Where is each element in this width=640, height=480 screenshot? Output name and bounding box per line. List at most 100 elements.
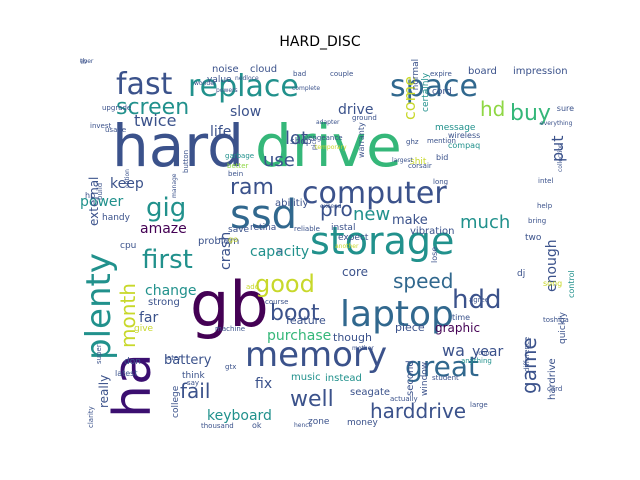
cloud-word: ill (277, 248, 283, 256)
cloud-word: external (87, 177, 101, 226)
cloud-word: dj (517, 269, 525, 279)
cloud-word: card (547, 385, 562, 393)
cloud-word: make (392, 213, 428, 228)
chart-title: HARD_DISC (279, 34, 361, 50)
cloud-word: storage (310, 219, 454, 263)
cloud-word: corsair (408, 162, 432, 170)
cloud-word: intel (538, 177, 553, 185)
cloud-background (80, 58, 576, 430)
cloud-word: hdd (452, 285, 502, 315)
cloud-word: ok (252, 421, 262, 430)
cloud-word: game (517, 337, 541, 394)
cloud-word: student (432, 374, 459, 382)
cloud-word: slow (230, 104, 261, 120)
cloud-word: largest (392, 157, 413, 164)
cloud-word: garbage (225, 152, 254, 160)
cloud-word: music (291, 372, 321, 383)
cloud-word: everything (540, 120, 573, 127)
cloud-word: good (255, 270, 315, 298)
cloud-word: manage (171, 173, 178, 198)
cloud-word: hardrive (547, 358, 558, 400)
cloud-word: bein (228, 170, 243, 178)
cloud-word: think (182, 371, 205, 381)
cloud-word: battery (164, 353, 212, 368)
cloud-word: new (353, 204, 390, 225)
cloud-word: super (95, 344, 103, 364)
cloud-word: wonder (194, 80, 217, 87)
cloud-word: lot (285, 128, 308, 149)
cloud-word: hence (294, 422, 313, 429)
cloud-word: crash (218, 232, 234, 270)
cloud-word: complete (292, 85, 320, 92)
cloud-word: use (263, 150, 295, 171)
cloud-word: drive (255, 112, 402, 180)
cloud-word: college (171, 385, 181, 418)
cloud-word: don (124, 357, 141, 367)
cloud-word: adapter (316, 119, 340, 126)
cloud-word: collection (557, 143, 564, 172)
cloud-word: hard (112, 112, 244, 180)
cloud-word: couple (330, 70, 353, 78)
cloud-word: gig (146, 193, 186, 223)
cloud-word: compaq (448, 141, 480, 150)
cloud-word: instead (325, 373, 362, 384)
cloud-word: piece (395, 321, 425, 334)
cloud-word: vibration (410, 226, 454, 237)
cloud-word: life (210, 124, 231, 140)
cloud-word: course (265, 298, 288, 306)
cloud-word: fix (255, 376, 272, 392)
cloud-word: hd (480, 97, 505, 121)
cloud-word: cloud (250, 64, 277, 75)
cloud-word: twice (134, 111, 176, 130)
cloud-word: strong (148, 297, 180, 308)
cloud-word: mention (427, 137, 456, 145)
cloud-word: ram (230, 175, 274, 200)
cloud-word: capacity (250, 244, 309, 260)
cloud-word: impression (513, 66, 568, 77)
cloud-word: song (543, 279, 562, 288)
cloud-word: actually (390, 395, 418, 403)
cloud-word: pro (320, 197, 353, 221)
cloud-word: later (165, 354, 181, 362)
cloud-word: machine (215, 325, 245, 333)
cloud-word: fast (116, 67, 173, 102)
cloud-word: problem (198, 236, 239, 247)
cloud-word: control (567, 270, 576, 298)
cloud-word: build (96, 183, 104, 200)
cloud-word: reliable (294, 225, 320, 233)
cloud-word: purchase (267, 328, 331, 344)
cloud-word: abilitiy (275, 198, 309, 209)
cloud-word: two (525, 233, 542, 243)
cloud-word: buy (510, 101, 551, 126)
cloud-word: fail (180, 379, 210, 403)
cloud-word: room (476, 350, 492, 357)
cloud-word: retina (250, 223, 276, 233)
cloud-word: speed (393, 269, 453, 293)
cloud-word: help (537, 202, 553, 210)
cloud-word: vengeance (304, 134, 343, 142)
cloud-word: ground (352, 114, 377, 122)
cloud-word: enough (544, 239, 560, 292)
cloud-word: long (433, 178, 448, 186)
cloud-word: wa (442, 341, 465, 360)
cloud-word: core (342, 265, 368, 279)
cloud-word: pick (311, 137, 318, 150)
cloud-word: memory (245, 335, 387, 375)
cloud-word: put (548, 135, 567, 162)
cloud-word: second (405, 360, 416, 396)
cloud-word: ha (103, 353, 163, 418)
cloud-word: exceed (320, 203, 342, 210)
cloud-word: sure (557, 104, 574, 113)
cloud-word: first (142, 245, 193, 275)
cloud-word: warranty (357, 122, 366, 158)
cloud-word: message (435, 123, 476, 133)
cloud-word: mother (352, 345, 374, 352)
cloud-word: amaze (140, 221, 187, 237)
cloud-word: far (139, 310, 159, 326)
cloud-word: expect (338, 233, 369, 243)
cloud-word: zone (308, 417, 330, 427)
cloud-word: upgrade (102, 104, 131, 112)
cloud-word: usage (105, 126, 126, 134)
cloud-word: bad (293, 70, 306, 78)
